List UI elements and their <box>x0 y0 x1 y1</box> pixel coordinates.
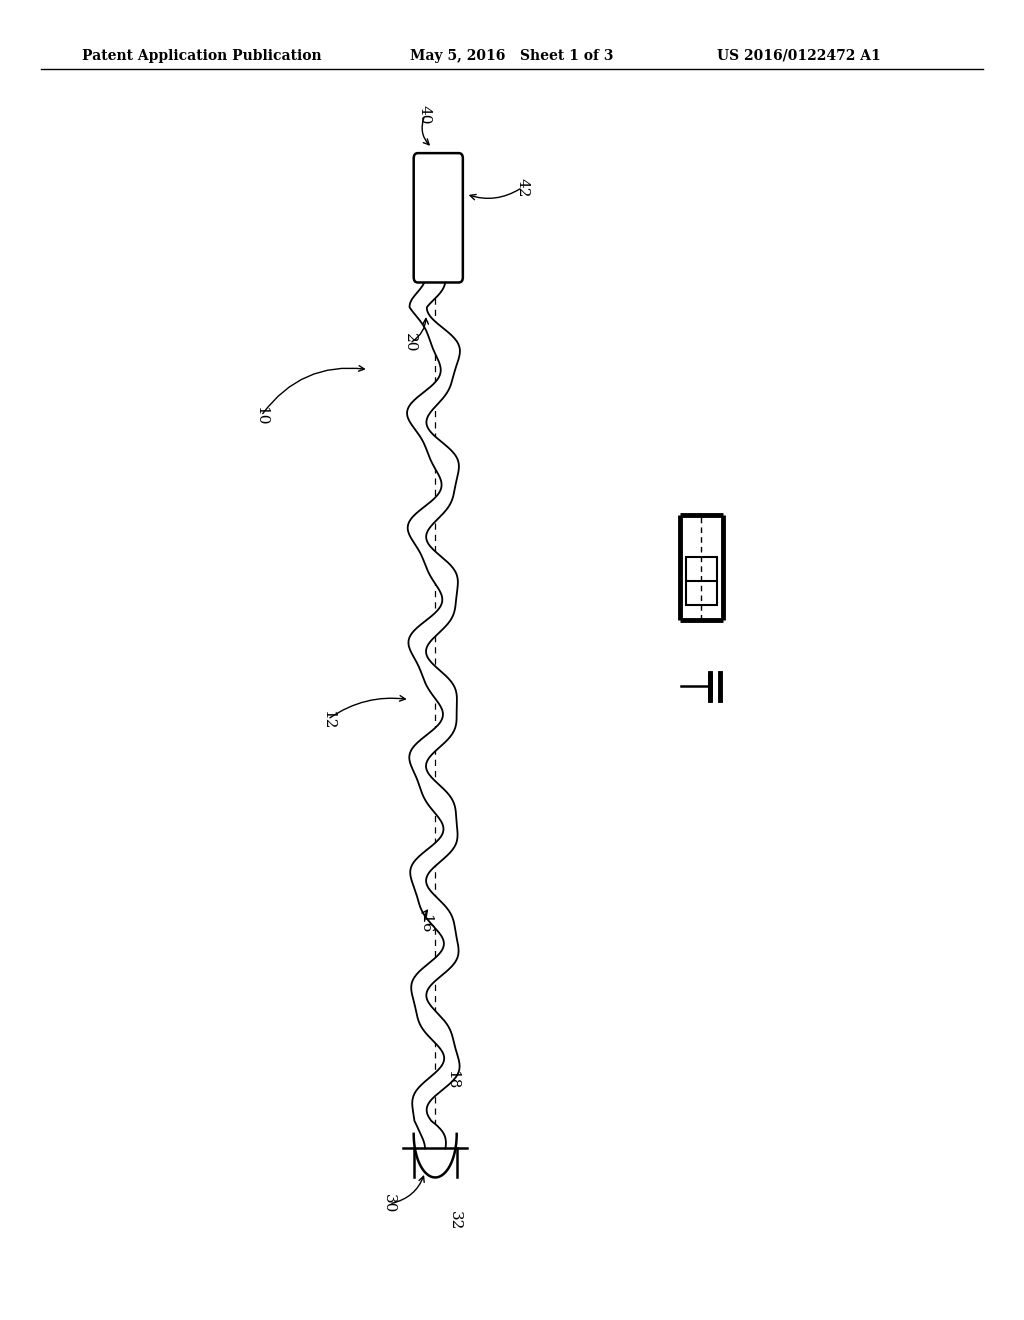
FancyBboxPatch shape <box>414 153 463 282</box>
Text: 16: 16 <box>418 915 432 933</box>
Text: US 2016/0122472 A1: US 2016/0122472 A1 <box>717 49 881 63</box>
Text: 30: 30 <box>382 1195 396 1213</box>
Text: 20: 20 <box>402 334 417 352</box>
Text: 10: 10 <box>254 407 268 425</box>
Text: 18: 18 <box>445 1071 460 1089</box>
Text: May 5, 2016   Sheet 1 of 3: May 5, 2016 Sheet 1 of 3 <box>410 49 613 63</box>
Text: 12: 12 <box>321 710 335 729</box>
Bar <box>686 557 717 605</box>
Polygon shape <box>408 280 460 1148</box>
Text: Patent Application Publication: Patent Application Publication <box>82 49 322 63</box>
Text: 42: 42 <box>515 178 529 197</box>
Text: 40: 40 <box>418 106 432 124</box>
Text: 32: 32 <box>447 1212 462 1230</box>
